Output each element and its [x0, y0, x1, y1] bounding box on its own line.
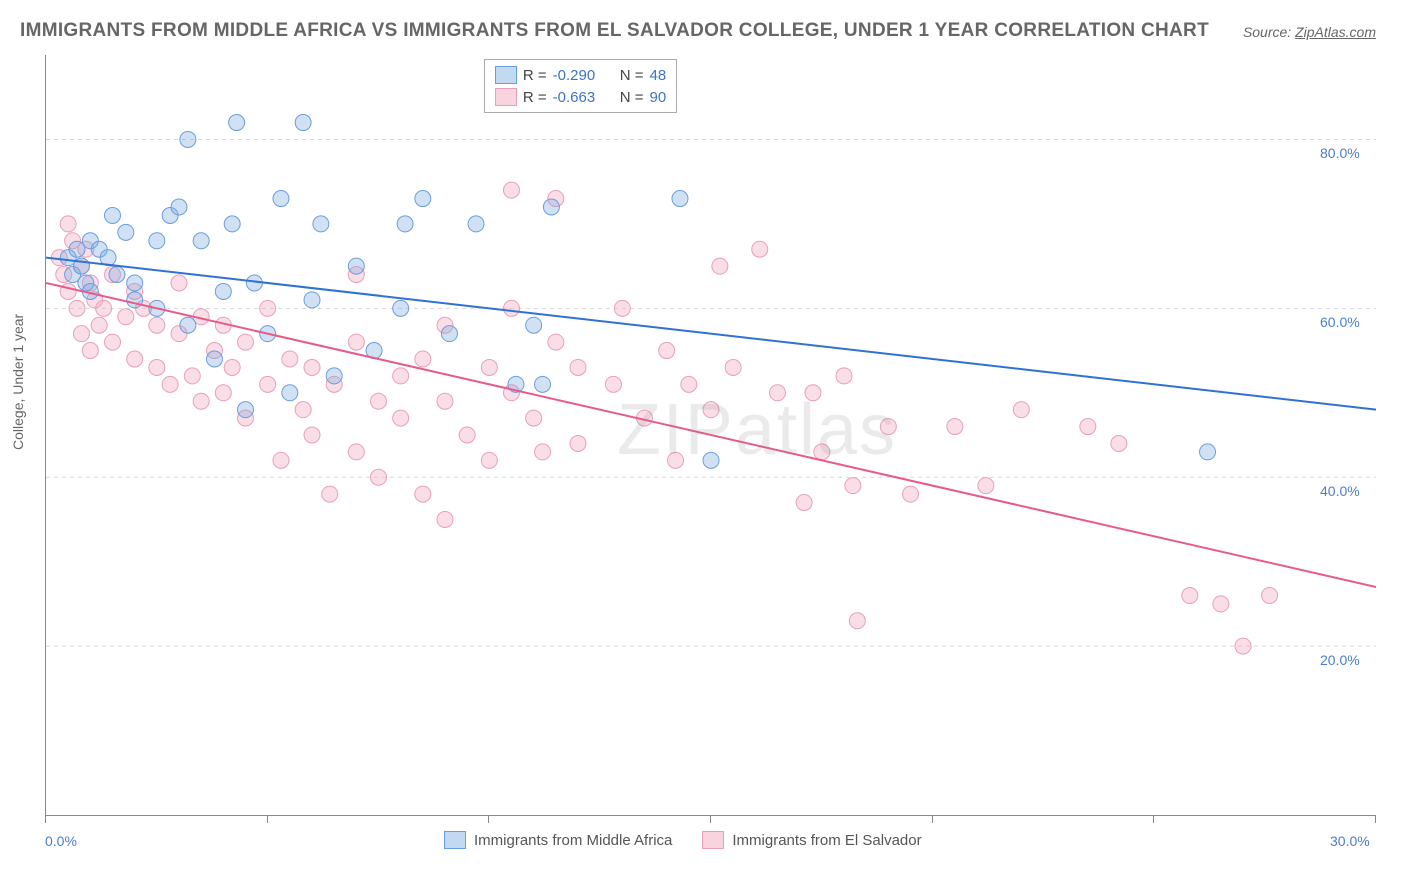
- x-tick-mark: [1375, 815, 1376, 823]
- legend-r-label: R =: [523, 67, 547, 84]
- legend-swatch-icon: [702, 831, 724, 849]
- legend-n-value: 48: [649, 67, 666, 84]
- series-legend-label: Immigrants from Middle Africa: [474, 832, 672, 849]
- legend-r-value: -0.290: [553, 67, 596, 84]
- legend-n-label: N =: [620, 67, 644, 84]
- series-legend-label: Immigrants from El Salvador: [732, 832, 921, 849]
- x-tick-mark: [932, 815, 933, 823]
- y-axis-label: College, Under 1 year: [10, 314, 26, 450]
- legend-swatch-icon: [444, 831, 466, 849]
- series-legend-item: Immigrants from El Salvador: [702, 831, 921, 849]
- source-link[interactable]: ZipAtlas.com: [1295, 24, 1376, 40]
- x-tick-mark: [267, 815, 268, 823]
- x-tick-mark: [488, 815, 489, 823]
- x-tick-label: 30.0%: [1330, 833, 1370, 849]
- legend-n-label: N =: [620, 89, 644, 106]
- source-attribution: Source: ZipAtlas.com: [1243, 24, 1376, 40]
- legend-row: R = -0.663 N = 90: [495, 86, 666, 108]
- scatter-chart: [45, 55, 1376, 816]
- series-legend: Immigrants from Middle Africa Immigrants …: [444, 831, 922, 849]
- x-tick-mark: [45, 815, 46, 823]
- chart-title: IMMIGRANTS FROM MIDDLE AFRICA VS IMMIGRA…: [20, 20, 1209, 42]
- legend-n-value: 90: [649, 89, 666, 106]
- x-tick-mark: [1153, 815, 1154, 823]
- x-tick-mark: [710, 815, 711, 823]
- y-tick-label: 40.0%: [1320, 483, 1360, 499]
- source-prefix: Source:: [1243, 24, 1295, 40]
- y-tick-label: 60.0%: [1320, 314, 1360, 330]
- legend-r-value: -0.663: [553, 89, 596, 106]
- legend-swatch-icon: [495, 66, 517, 84]
- legend-r-label: R =: [523, 89, 547, 106]
- correlation-legend: R = -0.290 N = 48R = -0.663 N = 90: [484, 59, 677, 113]
- x-tick-label: 0.0%: [45, 833, 77, 849]
- y-tick-label: 80.0%: [1320, 145, 1360, 161]
- legend-row: R = -0.290 N = 48: [495, 64, 666, 86]
- legend-swatch-icon: [495, 88, 517, 106]
- series-legend-item: Immigrants from Middle Africa: [444, 831, 672, 849]
- y-tick-label: 20.0%: [1320, 652, 1360, 668]
